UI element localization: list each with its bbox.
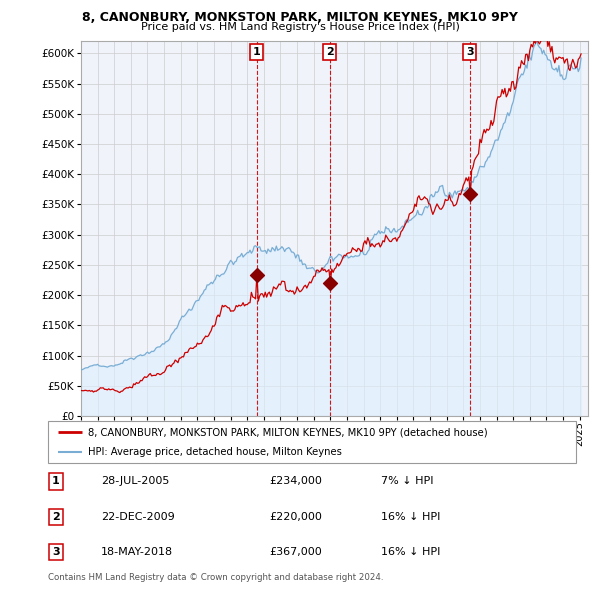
Text: 8, CANONBURY, MONKSTON PARK, MILTON KEYNES, MK10 9PY (detached house): 8, CANONBURY, MONKSTON PARK, MILTON KEYN… [88,427,487,437]
Text: 8, CANONBURY, MONKSTON PARK, MILTON KEYNES, MK10 9PY: 8, CANONBURY, MONKSTON PARK, MILTON KEYN… [82,11,518,24]
Text: £234,000: £234,000 [270,477,323,486]
Text: 2: 2 [52,512,60,522]
Text: 28-JUL-2005: 28-JUL-2005 [101,477,169,486]
Point [325,278,335,288]
Text: £367,000: £367,000 [270,548,323,557]
Text: 22-DEC-2009: 22-DEC-2009 [101,512,175,522]
Text: 1: 1 [253,47,260,57]
Text: 3: 3 [466,47,473,57]
Text: £220,000: £220,000 [270,512,323,522]
Text: 3: 3 [52,548,60,557]
Text: 1: 1 [52,477,60,486]
Text: HPI: Average price, detached house, Milton Keynes: HPI: Average price, detached house, Milt… [88,447,341,457]
Text: Contains HM Land Registry data © Crown copyright and database right 2024.: Contains HM Land Registry data © Crown c… [48,573,383,582]
Text: Price paid vs. HM Land Registry's House Price Index (HPI): Price paid vs. HM Land Registry's House … [140,22,460,32]
Point [465,189,475,199]
Point [252,270,262,279]
Text: 7% ↓ HPI: 7% ↓ HPI [380,477,433,486]
Text: 2: 2 [326,47,334,57]
Text: 18-MAY-2018: 18-MAY-2018 [101,548,173,557]
Text: 16% ↓ HPI: 16% ↓ HPI [380,548,440,557]
Text: 16% ↓ HPI: 16% ↓ HPI [380,512,440,522]
